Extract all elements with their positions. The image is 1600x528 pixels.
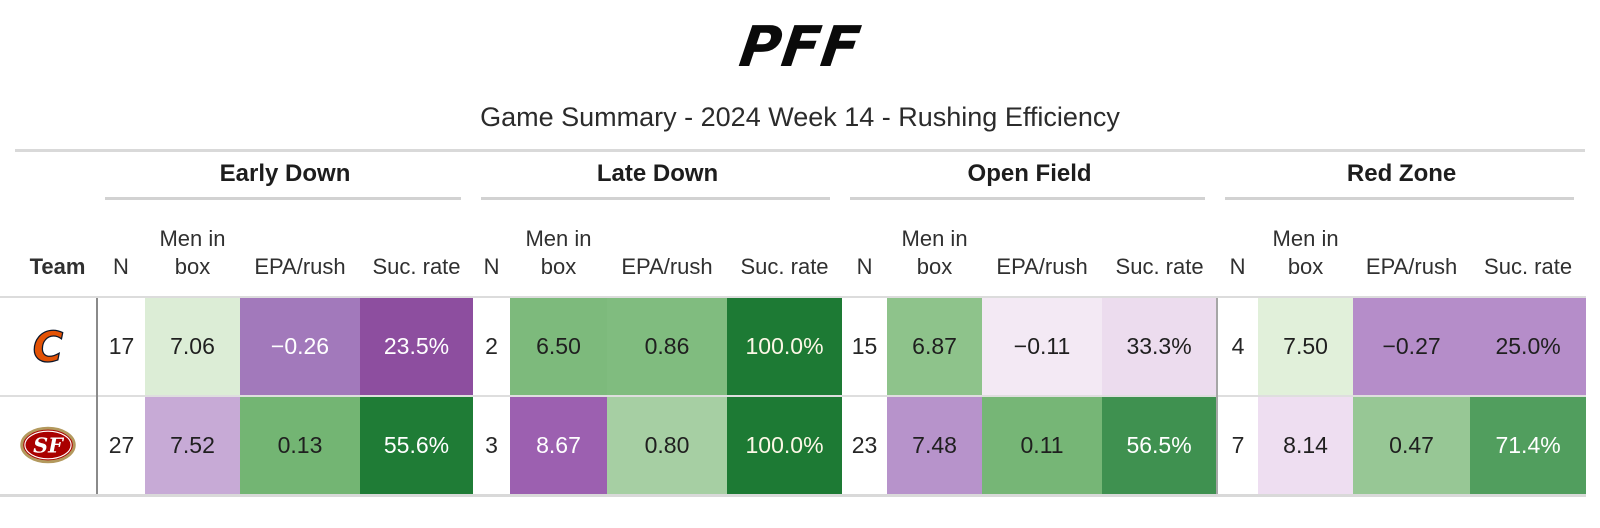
col-header-men-in-box: Men in box <box>145 202 240 298</box>
table-row-49ers: SF 27 7.52 0.13 55.6% 3 8.67 0.80 100.0%… <box>0 395 1587 497</box>
group-header-open-field: Open Field <box>842 152 1217 202</box>
cell-open-epa: −0.11 <box>982 297 1103 396</box>
cell-late-box: 6.50 <box>510 297 608 396</box>
group-underline <box>850 197 1206 200</box>
cell-late-n: 3 <box>473 395 511 497</box>
col-header-n: N <box>473 202 511 298</box>
cell-red-n: 4 <box>1216 297 1259 396</box>
team-cell-49ers: SF <box>0 395 98 497</box>
col-header-suc-rate: Suc. rate <box>727 202 843 298</box>
col-header-suc-rate: Suc. rate <box>1470 202 1587 298</box>
cell-open-suc: 33.3% <box>1102 297 1217 396</box>
group-header-late-down: Late Down <box>473 152 842 202</box>
svg-text:SF: SF <box>33 433 64 458</box>
column-header-row: Team N Men in box EPA/rush Suc. rate N M… <box>0 202 1587 298</box>
header-band: PFF Game Summary - 2024 Week 14 - Rushin… <box>0 0 1600 133</box>
cell-early-suc: 23.5% <box>360 297 474 396</box>
group-header-early-down: Early Down <box>97 152 473 202</box>
cell-early-box: 7.52 <box>145 395 240 497</box>
col-header-epa-rush: EPA/rush <box>982 202 1103 298</box>
group-underline <box>105 197 462 200</box>
col-header-suc-rate: Suc. rate <box>360 202 474 298</box>
col-header-suc-rate: Suc. rate <box>1102 202 1218 298</box>
niners-logo-icon: SF <box>0 397 96 494</box>
cell-early-epa: 0.13 <box>240 395 360 497</box>
cell-late-box: 8.67 <box>510 395 608 497</box>
rushing-efficiency-table: Early Down Late Down Open Field Red Zone… <box>0 152 1587 497</box>
col-header-men-in-box: Men in box <box>887 202 983 298</box>
col-header-epa-rush: EPA/rush <box>1353 202 1471 298</box>
svg-text:C: C <box>33 325 63 369</box>
col-header-n: N <box>1217 202 1259 298</box>
col-header-men-in-box: Men in box <box>510 202 608 298</box>
col-header-n: N <box>97 202 145 298</box>
cell-early-n: 17 <box>108 333 135 359</box>
cell-open-n: 23 <box>842 395 888 497</box>
team-cell-bears: C <box>0 297 98 396</box>
cell-open-box: 7.48 <box>887 395 983 497</box>
page-title: Game Summary - 2024 Week 14 - Rushing Ef… <box>480 102 1120 132</box>
cell-early-box: 7.06 <box>145 297 240 396</box>
cell-red-box: 7.50 <box>1258 297 1354 396</box>
cell-open-suc: 56.5% <box>1102 395 1218 497</box>
cell-red-n: 7 <box>1216 395 1259 497</box>
col-header-epa-rush: EPA/rush <box>607 202 728 298</box>
group-header-spacer <box>0 152 97 202</box>
cell-red-suc: 71.4% <box>1470 395 1587 497</box>
group-underline <box>481 197 831 200</box>
col-header-epa-rush: EPA/rush <box>240 202 360 298</box>
group-underline <box>1225 197 1575 200</box>
group-header-red-zone: Red Zone <box>1217 152 1586 202</box>
cell-red-epa: −0.27 <box>1353 297 1471 396</box>
cell-open-box: 6.87 <box>887 297 983 396</box>
cell-open-n: 15 <box>851 333 878 359</box>
cell-open-epa: 0.11 <box>982 395 1103 497</box>
cell-early-n: 27 <box>97 395 145 497</box>
cell-late-n: 2 <box>485 333 498 359</box>
cell-late-epa: 0.80 <box>607 395 728 497</box>
cell-early-suc: 55.6% <box>360 395 474 497</box>
cell-early-epa: −0.26 <box>240 297 360 396</box>
col-header-team: Team <box>0 202 97 298</box>
col-header-men-in-box: Men in box <box>1258 202 1354 298</box>
cell-red-epa: 0.47 <box>1353 395 1471 497</box>
cell-late-epa: 0.86 <box>607 297 728 396</box>
col-header-n: N <box>842 202 888 298</box>
bears-logo-icon: C <box>0 298 96 395</box>
pff-logo: PFF <box>735 15 865 80</box>
cell-late-suc: 100.0% <box>727 297 843 396</box>
group-header-row: Early Down Late Down Open Field Red Zone <box>0 152 1586 202</box>
table-row-bears: C 17 7.06 −0.26 23.5% 2 6.50 0.86 100.0%… <box>0 297 1587 396</box>
cell-red-suc: 25.0% <box>1470 297 1587 396</box>
cell-late-suc: 100.0% <box>727 395 843 497</box>
cell-red-box: 8.14 <box>1258 395 1354 497</box>
header-divider <box>15 149 1585 152</box>
